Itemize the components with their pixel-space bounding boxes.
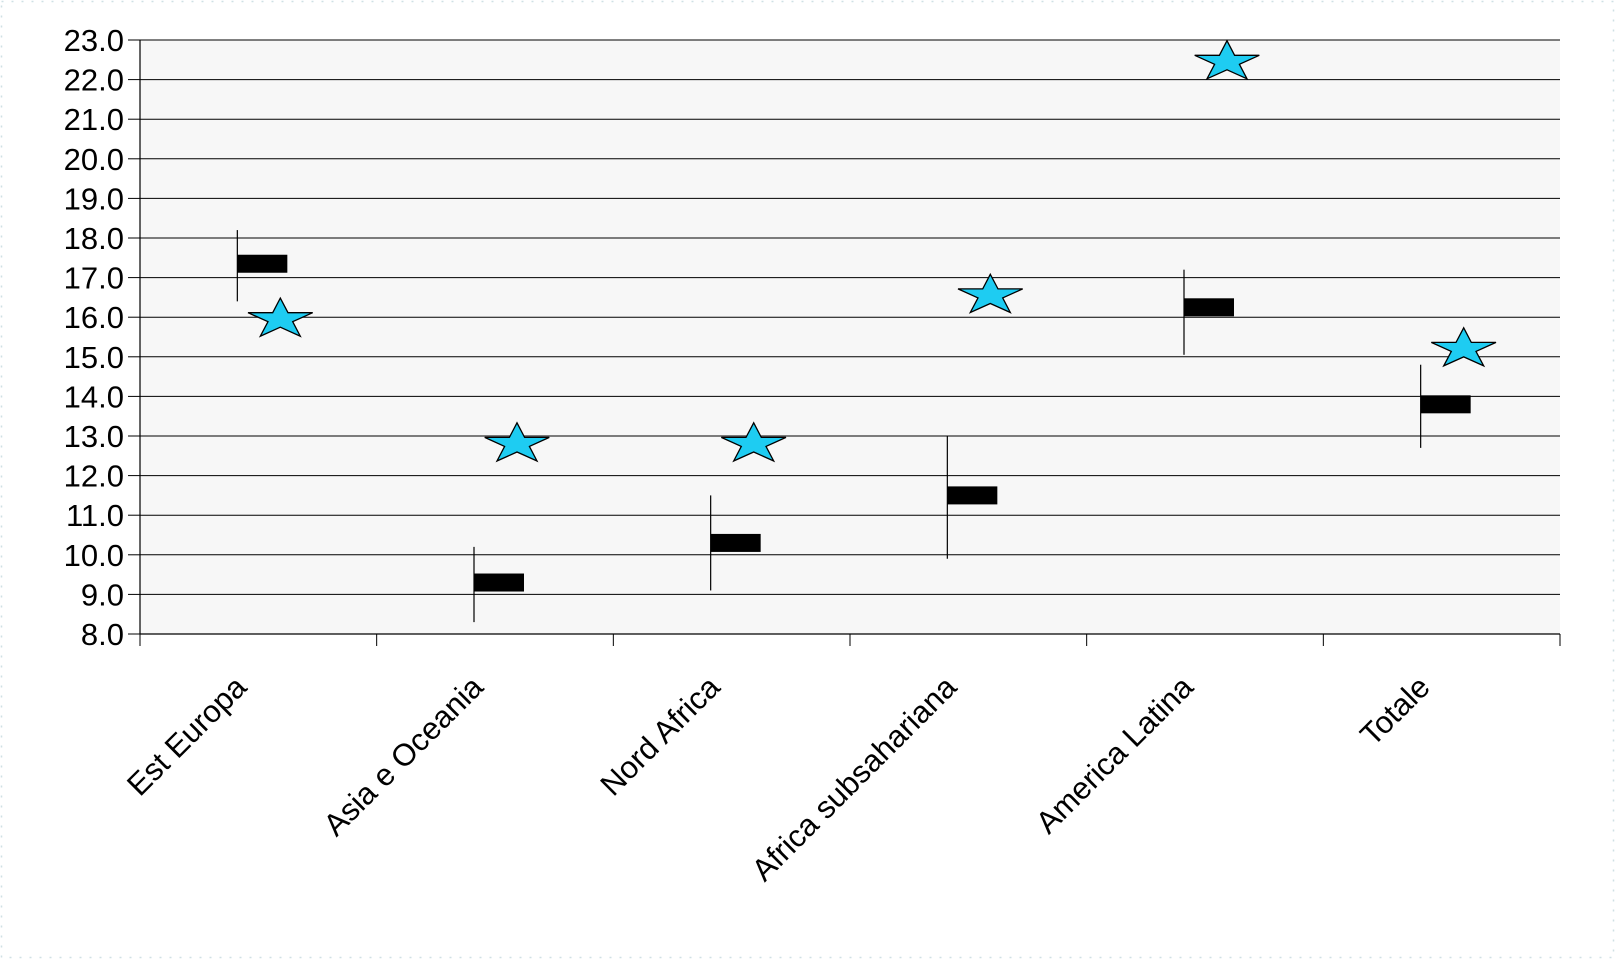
data-star <box>957 272 1023 314</box>
y-tick-label: 15.0 <box>64 340 124 375</box>
data-bar <box>474 573 524 592</box>
y-tick-label: 11.0 <box>66 498 124 533</box>
y-tick-label: 14.0 <box>64 379 124 414</box>
data-star <box>1194 39 1260 81</box>
y-tick-label: 9.0 <box>81 577 124 612</box>
y-tick-label: 16.0 <box>64 300 124 335</box>
data-bar <box>1184 298 1234 317</box>
x-tick-label: America Latina <box>1029 669 1200 840</box>
y-tick-label: 18.0 <box>64 221 124 256</box>
y-tick-label: 20.0 <box>64 142 124 177</box>
y-tick-label: 13.0 <box>64 419 124 454</box>
data-bar <box>947 486 998 505</box>
y-tick-label: 12.0 <box>64 459 124 494</box>
x-tick-label: Est Europa <box>120 669 254 803</box>
y-tick-label: 22.0 <box>64 63 124 98</box>
plot-area <box>140 40 1560 634</box>
data-star <box>1431 326 1497 368</box>
x-tick-label: Asia e Oceania <box>317 669 491 843</box>
data-bar <box>237 254 288 273</box>
y-tick-label: 8.0 <box>81 617 124 652</box>
y-tick-label: 17.0 <box>64 261 124 296</box>
data-star <box>484 421 550 463</box>
data-star <box>721 421 787 463</box>
x-tick-label: Totale <box>1353 669 1436 752</box>
y-tick-label: 19.0 <box>64 181 124 216</box>
data-star <box>247 296 313 338</box>
y-tick-label: 10.0 <box>64 538 124 573</box>
y-tick-label: 21.0 <box>64 102 124 137</box>
x-tick-label: Africa subsahariana <box>745 669 964 888</box>
data-bar <box>710 533 761 552</box>
x-tick-label: Nord Africa <box>593 669 727 803</box>
data-bar <box>1420 395 1471 414</box>
y-tick-label: 23.0 <box>64 23 124 58</box>
